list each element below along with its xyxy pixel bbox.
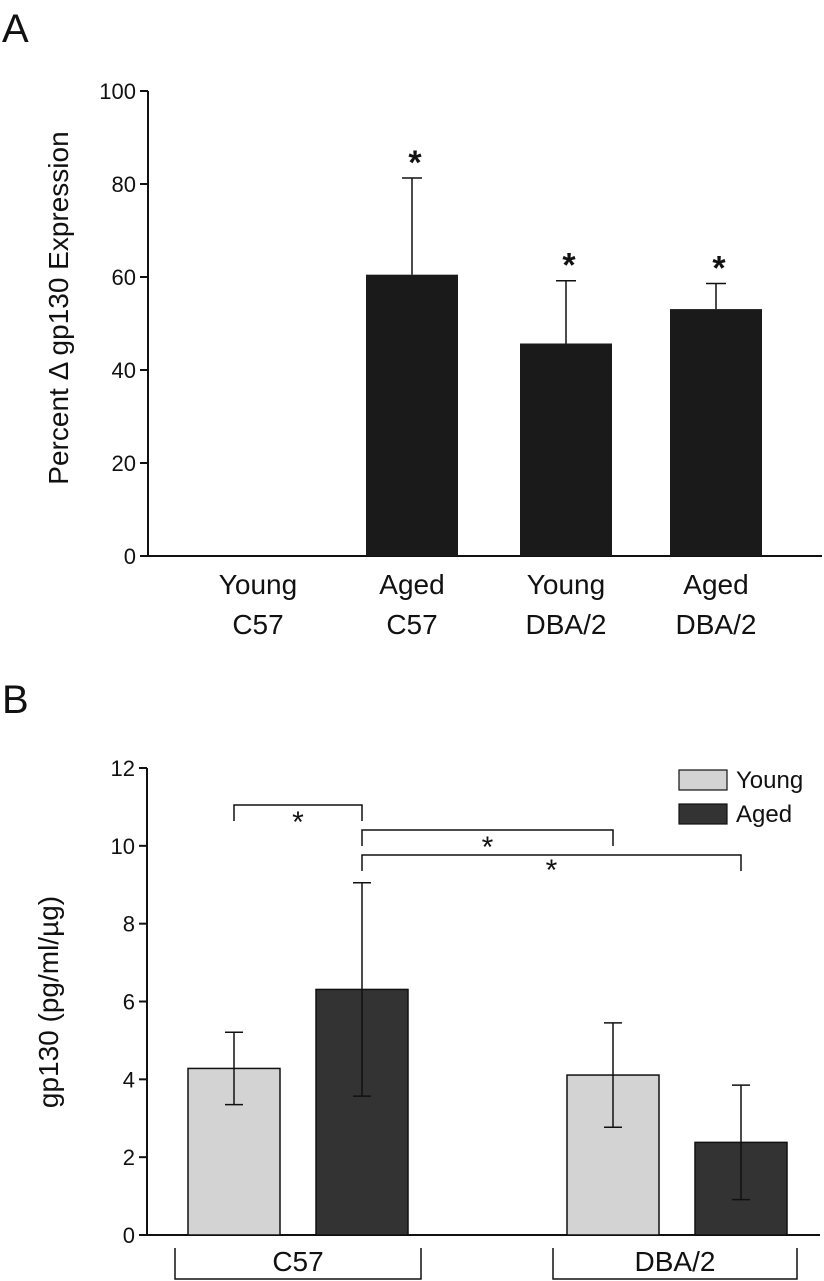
significance-bracket [233,804,363,821]
significance-star: * [292,806,304,839]
bar [366,274,458,556]
category-label: C57 [232,609,283,640]
y-tick-label: 0 [123,1223,135,1248]
category-label: Aged [379,569,444,600]
y-tick-label: 100 [99,79,136,104]
group-bracket [174,1248,422,1280]
category-label: Young [219,569,297,600]
category-label: C57 [386,609,437,640]
legend-swatch [678,803,728,825]
y-tick-label: 40 [112,358,136,383]
group-bracket [552,1248,798,1280]
significance-bracket [361,854,742,871]
y-tick-label: 60 [112,265,136,290]
significance-bracket [361,829,614,846]
y-tick-label: 4 [123,1067,135,1092]
category-label: Aged [683,569,748,600]
y-tick-label: 8 [123,912,135,937]
category-label: DBA/2 [526,609,607,640]
legend-swatch [678,769,728,791]
category-label: DBA/2 [676,609,757,640]
y-tick-label: 2 [123,1145,135,1170]
y-tick-label: 0 [124,544,136,569]
panel-b: B gp130 (pg/ml/µg) 0 2 4 6 8 10 12 * * * C57 DBA/… [2,678,820,1280]
panel-b-y-axis-label: gp130 (pg/ml/µg) [33,896,64,1108]
panel-b-letter: B [2,678,29,722]
significance-star: * [562,247,576,285]
panel-a-y-axis-label: Percent Δ gp130 Expression [43,131,74,484]
group-label: DBA/2 [635,1246,716,1277]
y-tick-label: 80 [112,172,136,197]
y-tick-label: 12 [111,756,135,781]
y-tick-label: 6 [123,990,135,1015]
significance-star: * [712,250,726,288]
significance-star: * [408,144,422,182]
significance-star: * [546,854,558,887]
y-tick-label: 10 [111,834,135,859]
panel-a: A Percent Δ gp130 Expression 0 20 40 60 80 10… [2,7,822,640]
legend-label: Young [736,767,803,794]
panel-a-letter: A [2,7,29,51]
bar [670,309,762,556]
bar [520,343,612,556]
legend-label: Aged [736,801,792,828]
significance-star: * [482,831,494,864]
category-label: Young [527,569,605,600]
y-tick-label: 20 [112,451,136,476]
group-label: C57 [272,1246,323,1277]
